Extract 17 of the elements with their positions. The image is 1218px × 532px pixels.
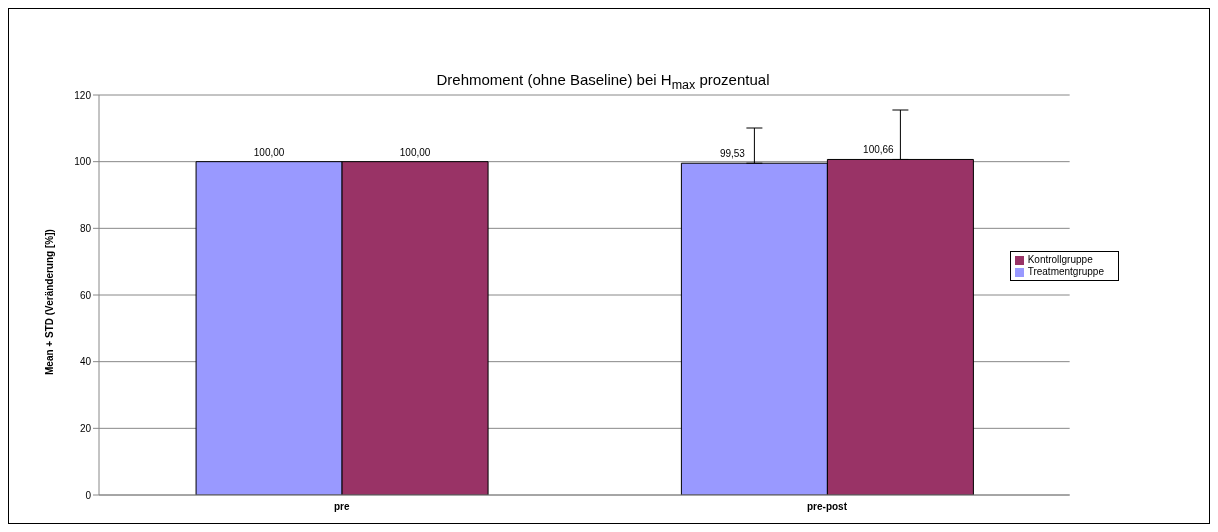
y-tick-label: 40 — [79, 356, 92, 368]
y-axis-title: Mean + STD (Veränderung [%]) — [43, 229, 55, 375]
legend-label: Kontrollgruppe — [1027, 254, 1093, 265]
x-tick-label: pre — [333, 501, 350, 513]
y-tick-label: 20 — [79, 422, 92, 434]
y-tick-label: 60 — [79, 289, 92, 301]
data-label: 100,66 — [863, 144, 895, 156]
chart-title: Drehmoment (ohne Baseline) bei H$_{max}$ prozentual — [435, 71, 771, 92]
y-tick-label: 80 — [79, 222, 92, 234]
y-tick-label: 120 — [74, 89, 92, 101]
legend-label: Treatmentgruppe — [1027, 266, 1104, 277]
data-label: 99,53 — [719, 148, 746, 160]
data-label: 100,00 — [399, 146, 431, 158]
y-tick-label: 100 — [74, 156, 92, 168]
y-tick-label: 0 — [85, 489, 92, 501]
data-label: 100,00 — [253, 146, 285, 158]
x-tick-label: pre-post — [806, 501, 848, 513]
